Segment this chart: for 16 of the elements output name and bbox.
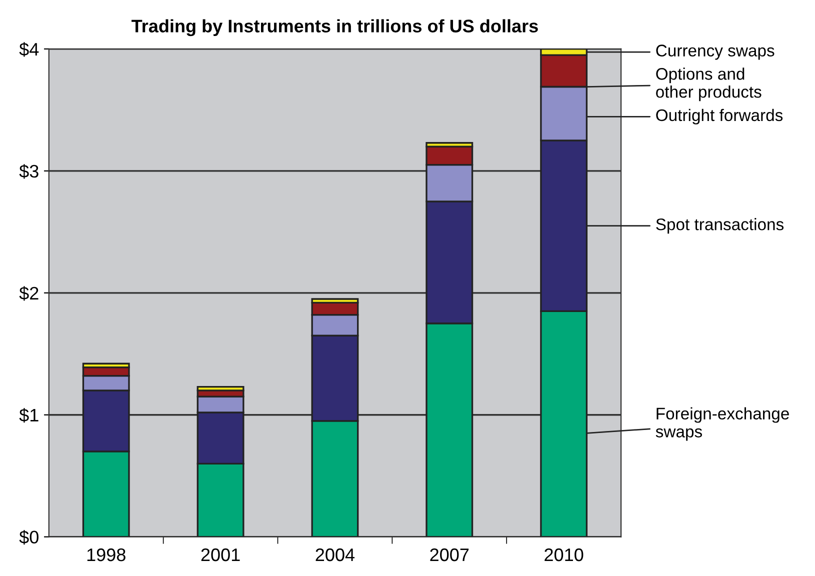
y-tick-label: $3 [19, 164, 38, 179]
x-tick-label: 2001 [201, 548, 240, 562]
chart-title: Trading by Instruments in trillions of US dollars [132, 19, 538, 36]
y-tick-label: $0 [19, 530, 38, 545]
legend-label: Outright forwards [656, 108, 783, 124]
y-tick-label: $2 [19, 286, 38, 301]
legend-label: Foreign-exchange swaps [656, 407, 789, 441]
legend-label: Options and other products [656, 68, 762, 102]
legend-label: Spot transactions [656, 218, 784, 234]
x-tick-label: 2004 [316, 548, 355, 562]
y-tick-label: $4 [19, 42, 39, 57]
x-tick-label: 1998 [87, 548, 126, 562]
y-tick-label: $1 [19, 408, 38, 423]
x-tick-label: 2007 [430, 548, 469, 562]
x-tick-label: 2010 [544, 548, 584, 562]
legend-label: Currency swaps [656, 44, 774, 60]
